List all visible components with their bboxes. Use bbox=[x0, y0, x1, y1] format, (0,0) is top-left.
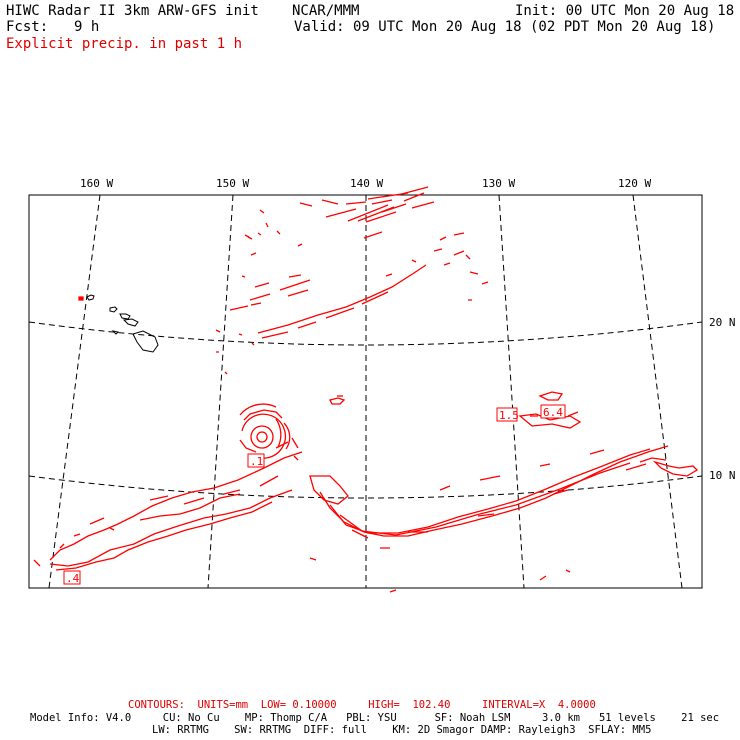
field-description: Explicit precip. in past 1 h bbox=[6, 36, 243, 52]
valid-time: Valid: 09 UTC Mon 20 Aug 18 (02 PDT Mon … bbox=[294, 19, 716, 35]
max-label-1: 1.5 bbox=[499, 409, 519, 422]
model-info-line2: LW: RRTMG SW: RRTMG DIFF: full KM: 2D Sm… bbox=[152, 724, 652, 736]
meridian-150w bbox=[207, 194, 234, 589]
meridian-120w bbox=[632, 194, 683, 589]
organization: NCAR/MMM bbox=[292, 3, 360, 19]
meridian-160w bbox=[48, 194, 101, 589]
init-time: Init: 00 UTC Mon 20 Aug 18 bbox=[515, 3, 735, 19]
contour-info: CONTOURS: UNITS=mm LOW= 0.10000 HIGH= 10… bbox=[128, 699, 596, 711]
lon-label-120w: 120 W bbox=[618, 177, 651, 190]
lon-label-130w: 130 W bbox=[482, 177, 515, 190]
max-box-1 bbox=[496, 407, 518, 422]
max-label-2: 6.4 bbox=[543, 406, 563, 419]
forecast-label: Fcst: bbox=[6, 19, 49, 35]
lon-label-140w: 140 W bbox=[350, 177, 383, 190]
hawaii-coastline bbox=[86, 294, 159, 353]
forecast-hour: 9 h bbox=[74, 19, 100, 35]
max-label-4: .4 bbox=[66, 572, 80, 585]
max-box-4 bbox=[63, 570, 81, 585]
max-box-3 bbox=[247, 453, 265, 468]
model-info-line1: Model Info: V4.0 CU: No Cu MP: Thomp C/A… bbox=[30, 712, 720, 724]
max-value-labels: 1.5 6.4 .1 .4 bbox=[63, 404, 566, 585]
lat-label-10n: 10 N bbox=[709, 469, 736, 482]
product-title: HIWC Radar II 3km ARW-GFS init bbox=[6, 3, 259, 19]
lon-label-160w: 160 W bbox=[80, 177, 113, 190]
graticule bbox=[28, 194, 703, 589]
max-label-3: .1 bbox=[250, 455, 263, 468]
lat-label-20n: 20 N bbox=[709, 316, 736, 329]
meridian-130w bbox=[498, 194, 525, 589]
lon-label-150w: 150 W bbox=[216, 177, 249, 190]
max-box-2 bbox=[540, 404, 566, 419]
precip-contours bbox=[33, 186, 699, 593]
